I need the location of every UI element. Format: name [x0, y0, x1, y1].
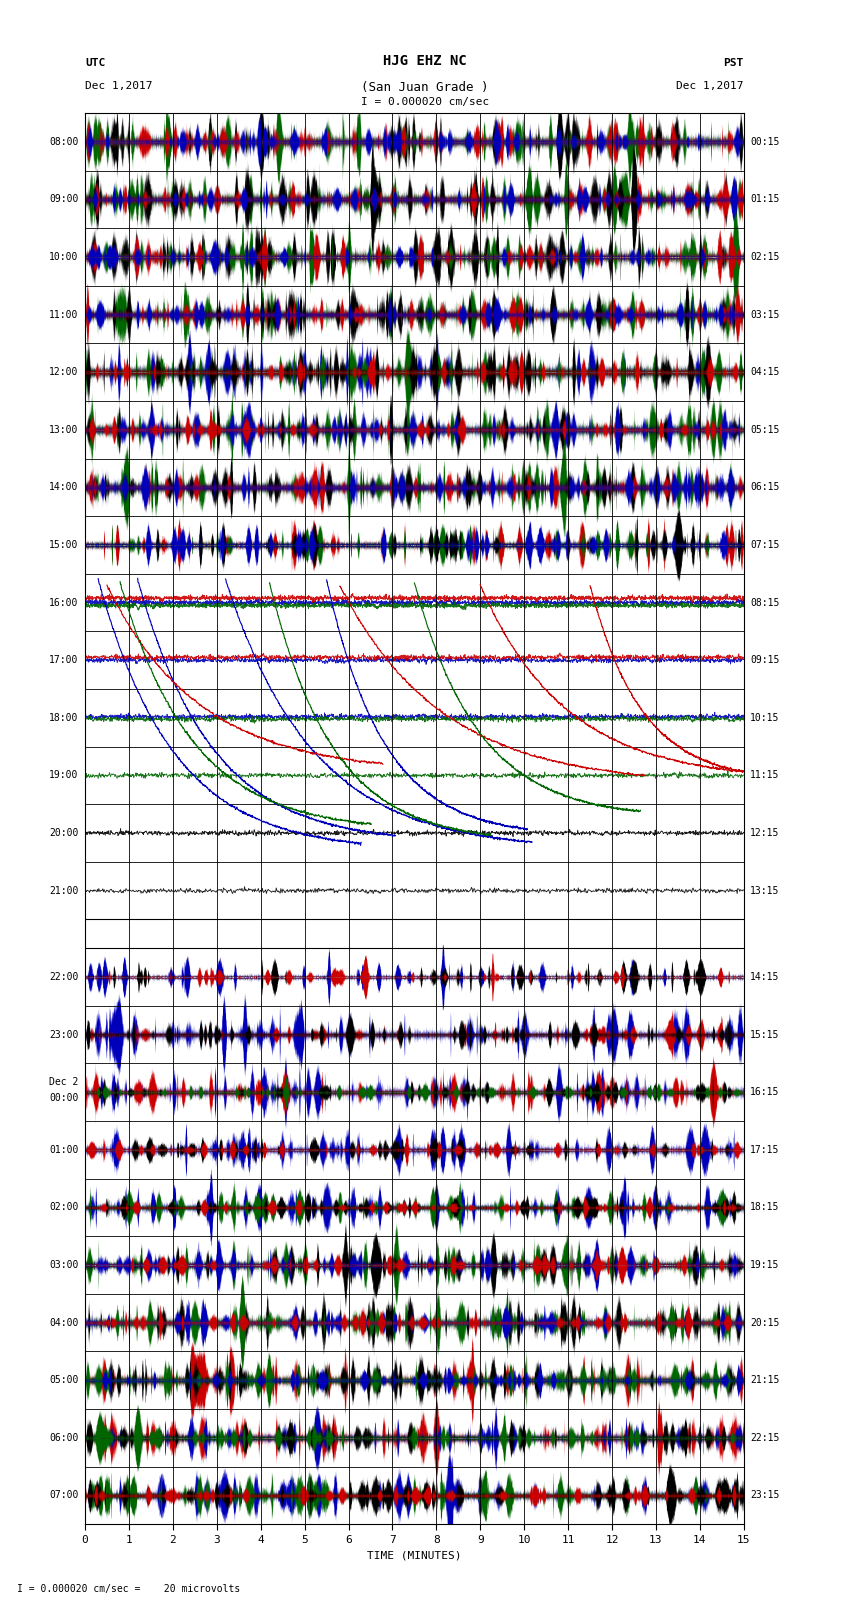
Text: 14:00: 14:00 [49, 482, 78, 492]
Text: 20:00: 20:00 [49, 827, 78, 839]
Text: 18:00: 18:00 [49, 713, 78, 723]
Text: 13:15: 13:15 [751, 886, 779, 895]
Text: 11:00: 11:00 [49, 310, 78, 319]
Text: 04:00: 04:00 [49, 1318, 78, 1327]
Text: 08:15: 08:15 [751, 597, 779, 608]
Text: 15:00: 15:00 [49, 540, 78, 550]
Text: I = 0.000020 cm/sec: I = 0.000020 cm/sec [361, 97, 489, 106]
Text: 16:15: 16:15 [751, 1087, 779, 1097]
Text: PST: PST [723, 58, 744, 68]
Text: 22:00: 22:00 [49, 973, 78, 982]
Text: 10:15: 10:15 [751, 713, 779, 723]
Text: 16:00: 16:00 [49, 597, 78, 608]
Text: 15:15: 15:15 [751, 1029, 779, 1040]
X-axis label: TIME (MINUTES): TIME (MINUTES) [367, 1550, 462, 1560]
Text: 17:15: 17:15 [751, 1145, 779, 1155]
Text: 13:00: 13:00 [49, 424, 78, 436]
Text: HJG EHZ NC: HJG EHZ NC [383, 53, 467, 68]
Text: 02:00: 02:00 [49, 1202, 78, 1213]
Text: Dec 1,2017: Dec 1,2017 [677, 81, 744, 90]
Text: 12:00: 12:00 [49, 368, 78, 377]
Text: 09:00: 09:00 [49, 194, 78, 205]
Text: 19:15: 19:15 [751, 1260, 779, 1269]
Text: UTC: UTC [85, 58, 105, 68]
Text: 21:00: 21:00 [49, 886, 78, 895]
Text: 19:00: 19:00 [49, 771, 78, 781]
Text: 17:00: 17:00 [49, 655, 78, 665]
Text: 23:15: 23:15 [751, 1490, 779, 1500]
Text: 06:15: 06:15 [751, 482, 779, 492]
Text: 20:15: 20:15 [751, 1318, 779, 1327]
Text: Dec 2: Dec 2 [49, 1077, 78, 1087]
Text: 07:00: 07:00 [49, 1490, 78, 1500]
Text: 21:15: 21:15 [751, 1376, 779, 1386]
Text: 03:00: 03:00 [49, 1260, 78, 1269]
Text: 00:15: 00:15 [751, 137, 779, 147]
Text: 22:15: 22:15 [751, 1432, 779, 1444]
Text: (San Juan Grade ): (San Juan Grade ) [361, 81, 489, 94]
Text: 03:15: 03:15 [751, 310, 779, 319]
Text: 10:00: 10:00 [49, 252, 78, 261]
Text: Dec 1,2017: Dec 1,2017 [85, 81, 152, 90]
Text: 14:15: 14:15 [751, 973, 779, 982]
Text: 12:15: 12:15 [751, 827, 779, 839]
Text: 23:00: 23:00 [49, 1029, 78, 1040]
Text: 08:00: 08:00 [49, 137, 78, 147]
Text: 07:15: 07:15 [751, 540, 779, 550]
Text: 09:15: 09:15 [751, 655, 779, 665]
Text: 05:00: 05:00 [49, 1376, 78, 1386]
Text: 00:00: 00:00 [49, 1094, 78, 1103]
Text: 04:15: 04:15 [751, 368, 779, 377]
Text: 11:15: 11:15 [751, 771, 779, 781]
Text: 02:15: 02:15 [751, 252, 779, 261]
Text: 06:00: 06:00 [49, 1432, 78, 1444]
Text: 05:15: 05:15 [751, 424, 779, 436]
Text: 01:15: 01:15 [751, 194, 779, 205]
Text: 18:15: 18:15 [751, 1202, 779, 1213]
Text: I = 0.000020 cm/sec =    20 microvolts: I = 0.000020 cm/sec = 20 microvolts [17, 1584, 241, 1594]
Text: 01:00: 01:00 [49, 1145, 78, 1155]
